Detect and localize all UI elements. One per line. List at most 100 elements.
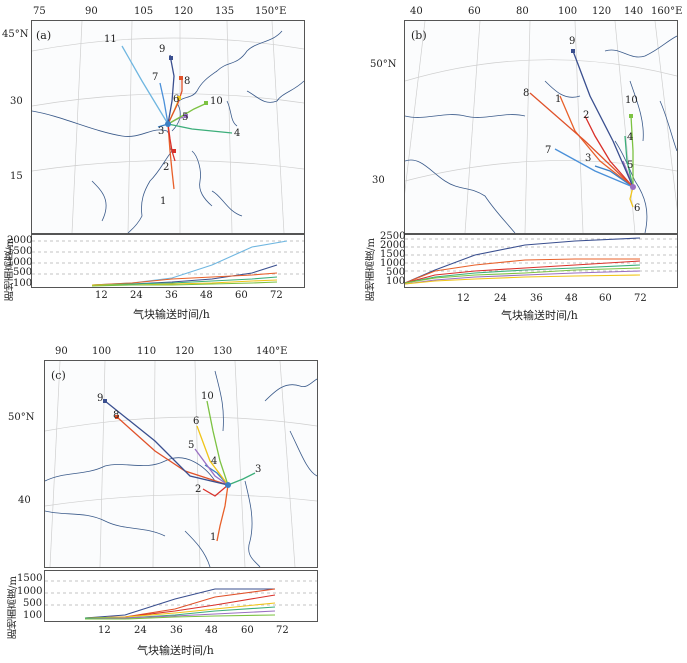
traj-label-8: 8: [523, 88, 530, 99]
height-tick: 2000: [7, 235, 33, 246]
traj-label-5: 5: [188, 440, 195, 451]
traj-label-2: 2: [195, 484, 202, 495]
height-tick: 1500: [17, 573, 43, 584]
lat-tick: 15: [10, 171, 23, 182]
map-svg: [32, 21, 304, 233]
panel-label: (b): [411, 29, 427, 42]
trajectory-3: [227, 472, 256, 486]
lon-tick: 160°E: [651, 6, 683, 17]
trajectory-2: [202, 484, 229, 497]
time-tick: 12: [95, 290, 108, 301]
traj-label-8: 8: [184, 76, 191, 87]
time-tick: 72: [634, 293, 647, 304]
trajectory-markers: [165, 56, 208, 153]
traj-label-6: 6: [193, 416, 200, 427]
lon-tick: 90: [55, 346, 68, 357]
lat-tick: 45°N: [2, 29, 29, 40]
trajectory-4: [624, 135, 634, 188]
time-axis-label: 气块输送时间/h: [133, 308, 210, 321]
traj-label-7: 7: [152, 72, 159, 83]
height-tick: 100: [386, 276, 406, 287]
traj-label-4: 4: [211, 456, 218, 467]
height-tick: 2000: [380, 240, 406, 251]
lon-tick: 140: [624, 6, 644, 17]
lon-tick: 80: [516, 6, 529, 17]
trajectory-map: (a) 1 2 3 4 5 6 7 8 9 10 11: [31, 20, 305, 234]
traj-label-3: 3: [255, 464, 262, 475]
time-tick: 24: [130, 290, 143, 301]
traj-label-2: 2: [583, 110, 590, 121]
lon-tick: 40: [410, 6, 423, 17]
trajectory-1: [167, 123, 175, 190]
trajectory-5: [194, 448, 229, 486]
lon-tick: 90: [85, 6, 98, 17]
lat-tick: 50°N: [370, 59, 397, 70]
time-tick: 48: [200, 290, 213, 301]
height-tick: 100: [13, 278, 33, 289]
panel-c: 90 100 110 120 130 140°E 50°N 40: [0, 340, 330, 663]
traj-label-10: 10: [625, 95, 638, 106]
height-tick: 1500: [380, 249, 406, 260]
trajectory-map: (c) 1 2 3 4 5 6 9 8 10: [44, 360, 318, 568]
time-tick: 24: [134, 625, 147, 636]
traj-label-1: 1: [555, 94, 562, 105]
trajectory-9: [167, 54, 175, 125]
time-tick: 48: [205, 625, 218, 636]
panel-label: (a): [36, 29, 52, 42]
coastline: [45, 370, 317, 567]
height-profile-svg: [405, 237, 677, 285]
time-tick: 72: [270, 290, 283, 301]
traj-label-8: 8: [113, 410, 120, 421]
time-tick: 72: [276, 625, 289, 636]
height-tick: 1000: [380, 258, 406, 269]
time-tick: 12: [457, 293, 470, 304]
height-profile-plot: [44, 570, 318, 622]
traj-label-10: 10: [210, 96, 223, 107]
trajectory-10: [630, 115, 634, 187]
lon-tick: 135: [215, 6, 235, 17]
height-tick: 500: [13, 267, 33, 278]
trajectory-markers: [103, 399, 231, 488]
lon-tick: 140°E: [256, 346, 288, 357]
trajectory-9: [104, 400, 229, 486]
trajectory-10: [167, 102, 208, 125]
trajectory-1: [216, 484, 229, 542]
height-tick: 1500: [7, 246, 33, 257]
height-profile-svg: [32, 240, 304, 287]
trajectories: [529, 50, 634, 208]
traj-label-4: 4: [627, 132, 634, 143]
traj-label-10: 10: [201, 391, 214, 402]
traj-label-3: 3: [158, 126, 165, 137]
traj-label-1: 1: [160, 196, 167, 207]
traj-label-3: 3: [585, 153, 592, 164]
lat-tick: 30: [10, 96, 23, 107]
time-tick: 60: [241, 625, 254, 636]
trajectory-2: [584, 115, 634, 188]
lon-tick: 60: [468, 6, 481, 17]
traj-label-9: 9: [159, 44, 166, 55]
lat-tick: 50°N: [8, 412, 35, 423]
graticule: [405, 21, 677, 233]
time-tick: 24: [494, 293, 507, 304]
height-axis-label: 距地面高度/m: [366, 238, 377, 301]
time-tick: 36: [530, 293, 543, 304]
time-tick: 60: [235, 290, 248, 301]
lon-tick: 110: [137, 346, 157, 357]
time-axis-label: 气块输送时间/h: [137, 644, 214, 657]
trajectory-6: [196, 425, 229, 486]
graticule: [45, 361, 317, 567]
traj-label-9: 9: [97, 393, 104, 404]
time-axis-label: 气块输送时间/h: [501, 309, 578, 322]
map-svg: [45, 361, 317, 567]
trajectory-7: [554, 148, 634, 188]
height-profile-svg: [45, 580, 317, 620]
lon-tick: 120: [174, 6, 194, 17]
coastline: [405, 35, 677, 233]
traj-label-6: 6: [173, 94, 180, 105]
trajectory-9: [572, 50, 634, 188]
height-tick: 500: [23, 598, 43, 609]
panel-b: 40 60 80 100 120 140 160°E 50°N 30: [358, 0, 687, 323]
trajectories: [121, 45, 233, 190]
trajectory-1: [559, 95, 634, 188]
lon-tick: 120: [175, 346, 195, 357]
